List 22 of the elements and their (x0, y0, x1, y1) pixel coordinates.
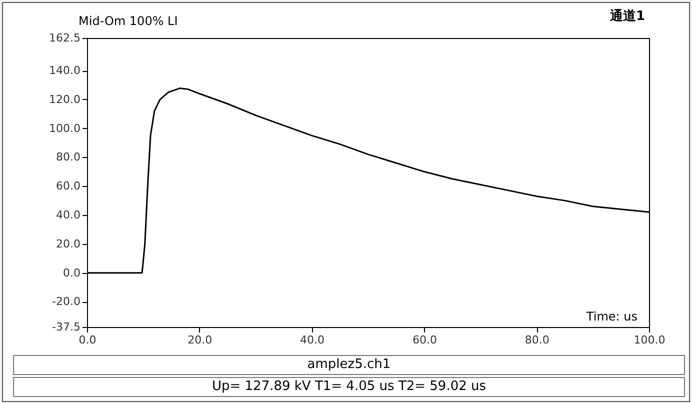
x-tick-label: 0.0 (78, 334, 96, 346)
x-tick-label: 100.0 (634, 334, 666, 346)
x-tick-label: 80.0 (524, 334, 550, 346)
x-tick-label: 20.0 (188, 334, 212, 346)
y-tick-label: 80.0 (56, 150, 80, 164)
x-tick-label: 60.0 (412, 334, 437, 346)
chart-title: Mid-Om 100% LI (78, 14, 178, 28)
y-tick-label: 0.0 (63, 266, 80, 280)
text: 通道1 (610, 8, 645, 25)
x-axis-title: Time: us (585, 310, 638, 324)
y-tick-label: -37.5 (52, 320, 80, 334)
y-tick-label: 120.0 (49, 92, 80, 106)
y-tick-label: 140.0 (49, 64, 80, 78)
y-tick-label: 162.5 (49, 32, 80, 44)
text: amplez5.ch1 (13, 355, 685, 375)
y-tick-label: 60.0 (56, 180, 80, 193)
y-tick-label: 100.0 (49, 122, 80, 135)
text: Up= 127.89 kV T1= 4.05 us T2= 59.02 us (13, 377, 685, 397)
y-tick-label: 40.0 (56, 208, 80, 222)
x-tick-label: 40.0 (300, 334, 325, 346)
y-tick-label: 20.0 (56, 237, 80, 250)
y-tick-label: -20.0 (52, 295, 80, 308)
